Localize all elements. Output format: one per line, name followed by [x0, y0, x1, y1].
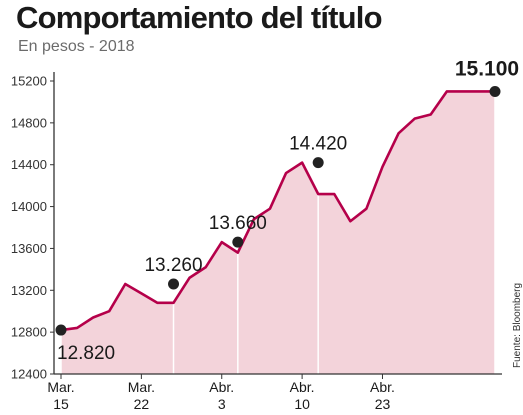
y-tick-label-4: 14000 — [11, 199, 47, 214]
highlight-marker-2 — [232, 236, 244, 248]
x-tick-label-2-line2: 3 — [218, 396, 226, 412]
y-tick-label-2: 13200 — [11, 283, 47, 298]
data-label-2: 13.660 — [209, 213, 267, 234]
data-label-4: 15.100 — [455, 57, 519, 80]
x-tick-label-0-line1: Mar. — [47, 379, 74, 395]
area-fill — [61, 91, 495, 374]
data-label-3: 14.420 — [289, 134, 347, 155]
highlight-marker-1 — [168, 278, 180, 290]
y-tick-label-6: 14800 — [11, 115, 47, 130]
x-tick-label-3-line2: 10 — [294, 396, 310, 412]
x-tick-label-1-line1: Mar. — [128, 379, 155, 395]
chart-title: Comportamiento del título — [16, 0, 383, 35]
y-tick-label-1: 12800 — [11, 325, 47, 340]
y-tick-label-5: 14400 — [11, 157, 47, 172]
source-note: Fuente: Bloomberg — [512, 283, 523, 368]
highlight-marker-0 — [55, 324, 67, 336]
x-tick-label-3-line1: Abr. — [290, 379, 315, 395]
x-tick-label-2-line1: Abr. — [209, 379, 234, 395]
data-label-0: 12.820 — [57, 343, 115, 364]
series-line — [59, 90, 497, 332]
y-tick-label-7: 15200 — [11, 74, 47, 89]
y-tick-label-0: 12400 — [11, 367, 47, 382]
data-label-1: 13.260 — [144, 255, 202, 276]
x-tick-label-1-line2: 22 — [134, 396, 150, 412]
y-tick-label-3: 13600 — [11, 241, 47, 256]
highlight-marker-3 — [312, 157, 324, 169]
x-tick-label-4-line1: Abr. — [370, 379, 395, 395]
x-tick-label-0-line2: 15 — [53, 396, 69, 412]
highlight-marker-4 — [489, 85, 501, 97]
x-tick-label-4-line2: 23 — [375, 396, 391, 412]
chart-subtitle: En pesos - 2018 — [18, 38, 135, 55]
